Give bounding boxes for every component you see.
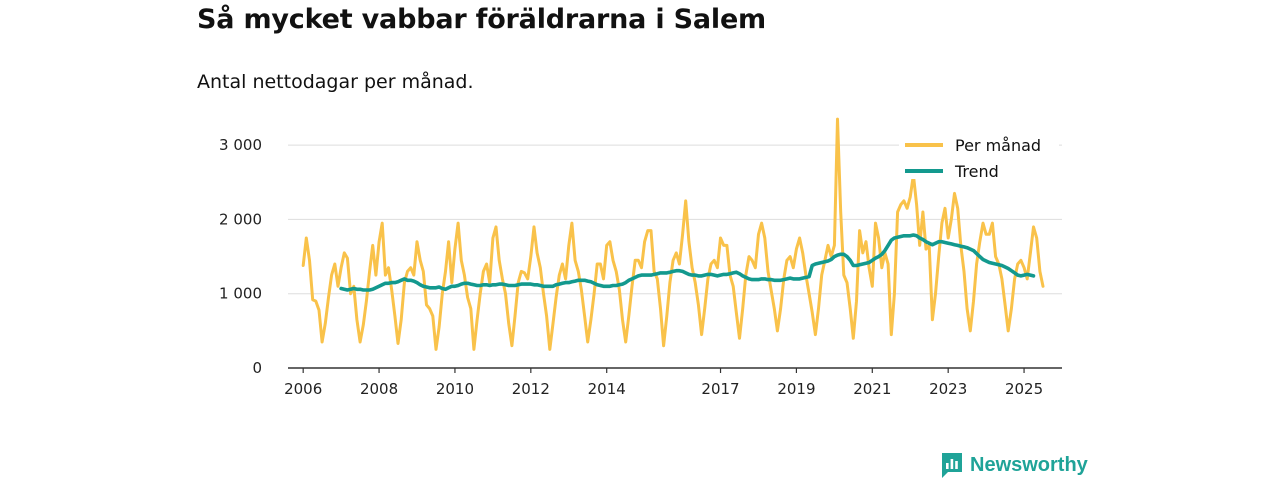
x-tick-label: 2008 bbox=[360, 380, 398, 398]
x-tick-label: 2012 bbox=[512, 380, 550, 398]
series-line-per-month bbox=[301, 117, 1045, 351]
y-axis-ticks: 0 1 000 2 000 3 000 bbox=[219, 136, 262, 377]
newsworthy-logo-icon bbox=[942, 453, 962, 478]
y-tick-label: 1 000 bbox=[219, 285, 262, 303]
chart-subtitle: Antal nettodagar per månad. bbox=[197, 71, 474, 93]
x-tick-label: 2017 bbox=[701, 380, 739, 398]
x-tick-label: 2025 bbox=[1005, 380, 1043, 398]
x-tick-label: 2014 bbox=[588, 380, 626, 398]
series-line-trend bbox=[339, 233, 1036, 292]
x-axis: 2006 2008 2010 2012 2014 2017 2019 2021 2023 2025 bbox=[284, 367, 1062, 398]
chart-legend[interactable]: Per månad Trend bbox=[899, 129, 1059, 181]
legend-label: Trend bbox=[954, 162, 999, 181]
y-tick-label: 3 000 bbox=[219, 136, 262, 154]
y-tick-label: 2 000 bbox=[219, 210, 262, 228]
legend-background bbox=[899, 129, 1059, 153]
brand-logo: Newsworthy bbox=[940, 451, 1088, 479]
legend-background bbox=[899, 155, 1059, 179]
x-tick-label: 2019 bbox=[777, 380, 815, 398]
x-tick-label: 2006 bbox=[284, 380, 322, 398]
x-tick-label: 2010 bbox=[436, 380, 474, 398]
chart-title: Så mycket vabbar föräldrarna i Salem bbox=[197, 4, 766, 35]
y-tick-label: 0 bbox=[252, 359, 262, 377]
brand-name: Newsworthy bbox=[970, 453, 1088, 476]
x-tick-label: 2023 bbox=[929, 380, 967, 398]
chart-series bbox=[301, 117, 1045, 351]
legend-label: Per månad bbox=[955, 136, 1041, 155]
x-tick-label: 2021 bbox=[853, 380, 891, 398]
